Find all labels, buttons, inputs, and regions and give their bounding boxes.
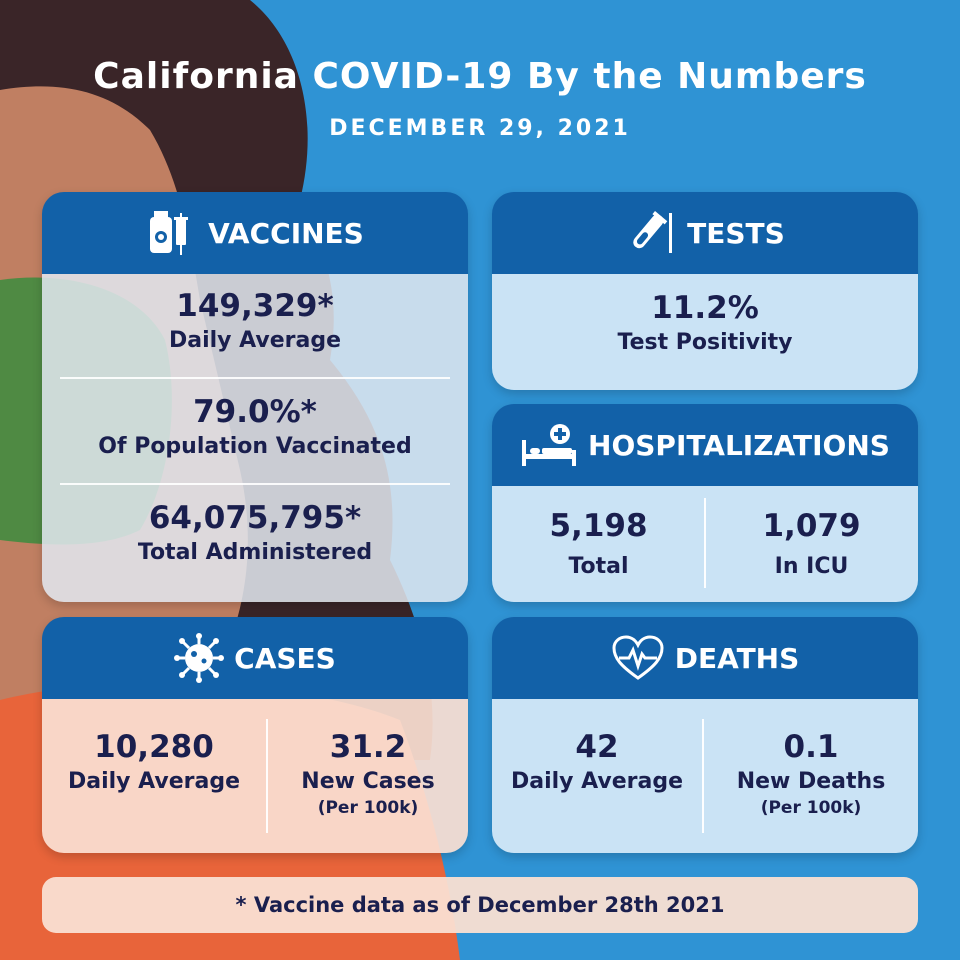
hospitalizations-body: 5,198 Total 1,079 In ICU bbox=[492, 486, 918, 602]
hospitalizations-total-label: Total bbox=[568, 554, 629, 579]
cases-heading: CASES bbox=[234, 641, 336, 675]
cases-daily-average: 10,280 Daily Average bbox=[42, 727, 266, 797]
cases-new-label: New Cases bbox=[301, 769, 435, 794]
cases-daily-average-value: 10,280 bbox=[94, 729, 214, 765]
tests-card: TESTS 11.2% Test Positivity bbox=[492, 192, 918, 390]
divider bbox=[702, 719, 704, 833]
hospitalizations-heading: HOSPITALIZATIONS bbox=[588, 428, 890, 462]
tests-positivity-label: Test Positivity bbox=[617, 330, 793, 355]
heart-pulse-icon bbox=[611, 634, 665, 682]
vaccines-daily-average-label: Daily Average bbox=[168, 328, 342, 353]
cases-new: 31.2 New Cases (Per 100k) bbox=[268, 727, 468, 819]
footnote: * Vaccine data as of December 28th 2021 bbox=[42, 877, 918, 933]
vaccines-total: 64,075,795* Total Administered bbox=[42, 498, 468, 568]
hospitalizations-icu-value: 1,079 bbox=[762, 508, 861, 544]
cases-card: CASES 10,280 Daily Average 31.2 New Case… bbox=[42, 617, 468, 853]
cases-daily-average-label: Daily Average bbox=[67, 769, 241, 794]
tests-header: TESTS bbox=[492, 192, 918, 274]
deaths-daily-average-label: Daily Average bbox=[510, 769, 684, 794]
cases-new-value: 31.2 bbox=[329, 729, 407, 765]
vaccines-population: 79.0%* Of Population Vaccinated bbox=[42, 392, 468, 462]
vaccines-heading: VACCINES bbox=[208, 216, 364, 250]
deaths-new-value: 0.1 bbox=[783, 729, 839, 765]
divider bbox=[60, 377, 450, 379]
vaccines-daily-average-value: 149,329* bbox=[176, 288, 334, 324]
hospitalizations-total-value: 5,198 bbox=[549, 508, 648, 544]
tests-heading: TESTS bbox=[687, 216, 785, 250]
deaths-card: DEATHS 42 Daily Average 0.1 New Deaths (… bbox=[492, 617, 918, 853]
hospitalizations-icu-label: In ICU bbox=[774, 554, 849, 579]
vaccines-population-value: 79.0%* bbox=[193, 394, 317, 430]
vaccines-population-label: Of Population Vaccinated bbox=[98, 434, 412, 459]
vaccines-header: VACCINES bbox=[42, 192, 468, 274]
cases-body: 10,280 Daily Average 31.2 New Cases (Per… bbox=[42, 699, 468, 853]
divider bbox=[266, 719, 268, 833]
vaccines-body: 149,329* Daily Average 79.0%* Of Populat… bbox=[42, 274, 468, 602]
deaths-new-label: New Deaths bbox=[736, 769, 886, 794]
vaccine-vial-syringe-icon bbox=[146, 207, 198, 259]
divider bbox=[704, 498, 706, 588]
cases-new-sub: (Per 100k) bbox=[317, 798, 419, 818]
deaths-body: 42 Daily Average 0.1 New Deaths (Per 100… bbox=[492, 699, 918, 853]
page-date: DECEMBER 29, 2021 bbox=[329, 116, 631, 141]
virus-icon bbox=[174, 633, 225, 683]
hospital-bed-icon bbox=[520, 422, 578, 468]
deaths-header: DEATHS bbox=[492, 617, 918, 699]
vaccines-card: VACCINES 149,329* Daily Average 79.0%* O… bbox=[42, 192, 468, 602]
hospitalizations-icu: 1,079 In ICU bbox=[705, 506, 918, 582]
vaccines-daily-average: 149,329* Daily Average bbox=[42, 286, 468, 356]
vaccines-total-value: 64,075,795* bbox=[148, 500, 362, 536]
cases-header: CASES bbox=[42, 617, 468, 699]
tests-positivity: 11.2% Test Positivity bbox=[492, 288, 918, 358]
deaths-new-sub: (Per 100k) bbox=[760, 798, 862, 818]
deaths-new: 0.1 New Deaths (Per 100k) bbox=[704, 727, 918, 819]
hospitalizations-total: 5,198 Total bbox=[492, 506, 705, 582]
tests-positivity-value: 11.2% bbox=[651, 290, 759, 326]
vaccines-total-label: Total Administered bbox=[137, 540, 373, 565]
tests-body: 11.2% Test Positivity bbox=[492, 274, 918, 390]
deaths-daily-average: 42 Daily Average bbox=[492, 727, 702, 797]
test-tube-icon bbox=[625, 209, 677, 257]
deaths-daily-average-value: 42 bbox=[575, 729, 619, 765]
divider bbox=[60, 483, 450, 485]
deaths-heading: DEATHS bbox=[674, 641, 800, 675]
hospitalizations-header: HOSPITALIZATIONS bbox=[492, 404, 918, 486]
hospitalizations-card: HOSPITALIZATIONS 5,198 Total 1,079 In IC… bbox=[492, 404, 918, 602]
page-title: California COVID-19 By the Numbers bbox=[93, 56, 867, 97]
